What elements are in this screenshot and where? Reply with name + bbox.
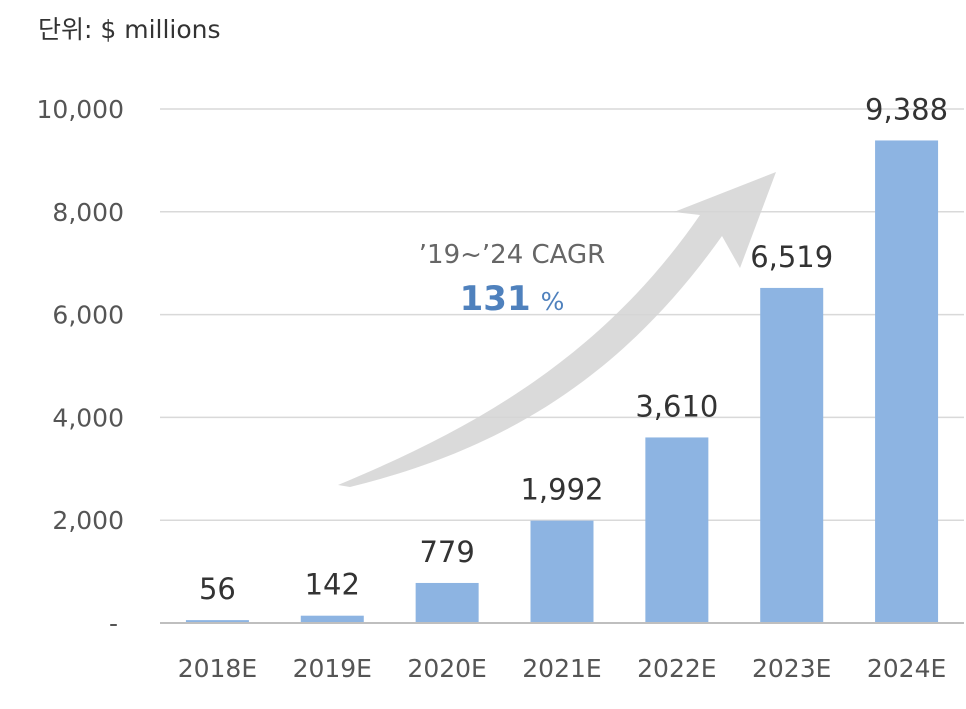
y-tick-label: 8,000 (52, 198, 124, 227)
bars (185, 140, 939, 624)
y-tick-label: - (109, 609, 118, 638)
x-tick-label: 2021E (522, 654, 601, 683)
y-tick-label: 10,000 (37, 95, 124, 124)
cagr-value: 131 (460, 279, 531, 319)
x-axis-ticks: 2018E 2019E 2020E 2021E 2022E 2023E 2024E (178, 654, 947, 683)
x-tick-label: 2020E (407, 654, 486, 683)
x-tick-label: 2023E (752, 654, 831, 683)
bar-2021E (530, 520, 594, 623)
y-axis-ticks: - 2,000 4,000 6,000 8,000 10,000 (37, 95, 124, 638)
data-label: 56 (199, 572, 236, 606)
data-label: 1,992 (520, 473, 603, 507)
y-tick-label: 6,000 (52, 301, 124, 330)
data-label: 9,388 (865, 92, 948, 126)
x-tick-label: 2019E (293, 654, 372, 683)
data-label: 779 (419, 535, 474, 569)
data-label: 6,519 (750, 240, 833, 274)
bar-2023E (760, 287, 824, 623)
x-tick-label: 2022E (637, 654, 716, 683)
x-tick-label: 2018E (178, 654, 257, 683)
cagr-arrow (338, 172, 776, 487)
y-tick-label: 2,000 (52, 506, 124, 535)
data-label: 3,610 (635, 389, 718, 423)
x-tick-label: 2024E (867, 654, 946, 683)
bar-2022E (645, 437, 709, 623)
data-labels: 56 142 779 1,992 3,610 6,519 9,388 (199, 92, 948, 606)
cagr-title: ’19~’24 CAGR (419, 240, 605, 270)
bar-2018E (185, 620, 249, 623)
bar-2024E (875, 140, 939, 624)
bar-2019E (300, 615, 364, 623)
gridlines (160, 108, 964, 521)
cagr-arrow-shape (338, 172, 776, 487)
y-tick-label: 4,000 (52, 403, 124, 432)
unit-label: 단위: $ millions (38, 15, 221, 44)
bar-2020E (415, 582, 479, 623)
cagr-unit: % (541, 287, 565, 316)
cagr-value-line: 131% (460, 279, 565, 319)
data-label: 142 (305, 568, 360, 602)
